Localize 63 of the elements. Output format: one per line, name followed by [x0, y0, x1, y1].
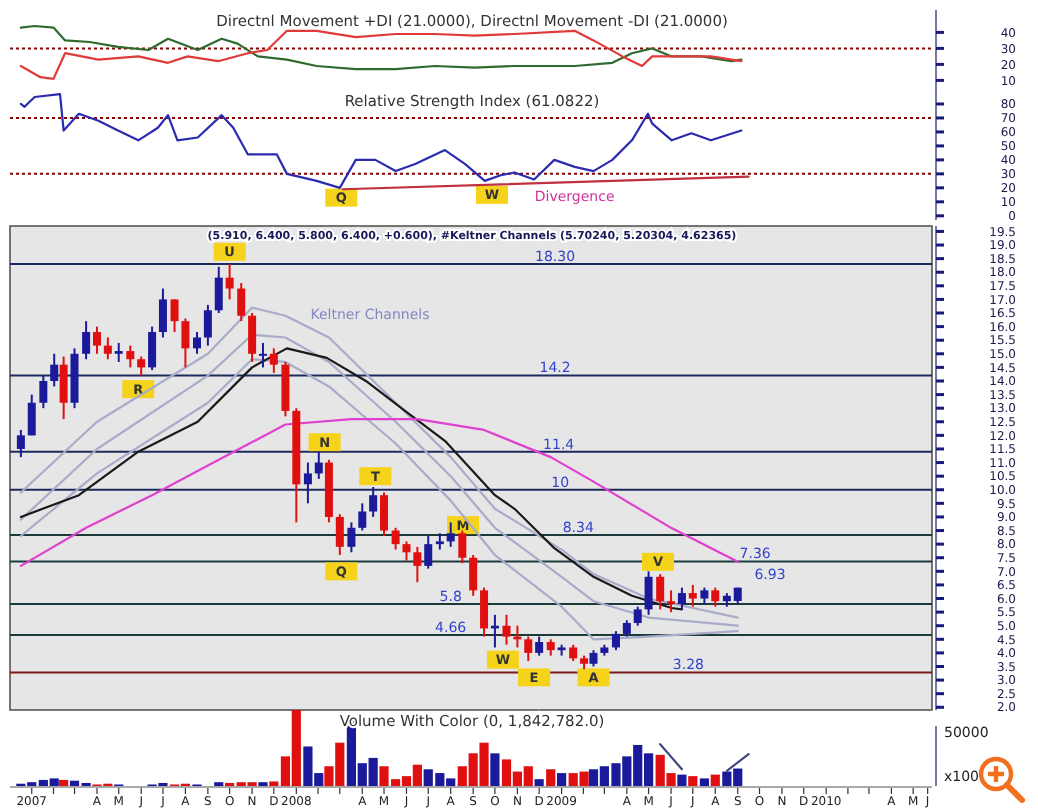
- candlestick: [59, 355, 68, 421]
- candlestick: [369, 486, 378, 518]
- candlestick: [688, 583, 697, 608]
- candlestick: [458, 529, 467, 565]
- candlestick: [137, 355, 146, 377]
- candlestick: [380, 491, 389, 537]
- candlestick: [480, 586, 489, 638]
- bar: [688, 776, 698, 786]
- bar: [557, 773, 567, 786]
- candlestick: [644, 570, 653, 616]
- candlestick: [667, 589, 676, 614]
- candlestick: [50, 352, 59, 388]
- line-series: [19, 417, 739, 567]
- candlestick: [92, 325, 101, 355]
- candlestick: [148, 325, 157, 372]
- bar: [490, 753, 500, 786]
- candlestick: [39, 374, 48, 410]
- candlestick: [347, 521, 356, 554]
- candlestick: [424, 534, 433, 570]
- candlestick: [203, 303, 212, 347]
- candlestick: [214, 265, 223, 315]
- candlestick: [633, 605, 642, 627]
- line-series: [19, 347, 684, 611]
- candlestick: [103, 336, 112, 361]
- candlestick: [303, 461, 312, 505]
- candlestick: [225, 263, 234, 301]
- candlestick: [402, 540, 411, 562]
- candlestick: [524, 635, 533, 663]
- candlestick: [677, 586, 686, 611]
- line-series: [19, 24, 743, 71]
- candlestick: [82, 320, 91, 361]
- candlestick: [611, 630, 620, 652]
- candlestick: [281, 360, 290, 418]
- bar: [677, 774, 687, 786]
- candlestick: [258, 341, 267, 369]
- candlestick: [181, 317, 190, 369]
- candlestick: [193, 331, 202, 355]
- bar: [699, 778, 709, 786]
- candlestick: [502, 613, 511, 646]
- line-series: [19, 29, 743, 80]
- candlestick: [237, 282, 246, 323]
- candlestick: [16, 428, 25, 459]
- candlestick: [158, 287, 167, 339]
- candlestick: [711, 586, 720, 608]
- candlestick: [413, 545, 422, 584]
- candlestick: [170, 298, 179, 334]
- candlestick: [358, 502, 367, 532]
- candlestick: [446, 521, 455, 548]
- candlestick: [535, 635, 544, 657]
- bar: [59, 779, 69, 786]
- bar: [546, 769, 556, 786]
- candlestick: [469, 554, 478, 597]
- candlestick: [269, 347, 278, 374]
- candlestick: [248, 312, 257, 363]
- candlestick: [656, 573, 665, 611]
- candlestick: [27, 393, 36, 437]
- candlestick: [391, 526, 400, 551]
- bar: [534, 779, 544, 786]
- candlestick: [314, 450, 323, 480]
- candlestick: [114, 341, 123, 363]
- candlestick: [126, 344, 135, 369]
- bar: [710, 774, 720, 786]
- candlestick: [335, 513, 344, 557]
